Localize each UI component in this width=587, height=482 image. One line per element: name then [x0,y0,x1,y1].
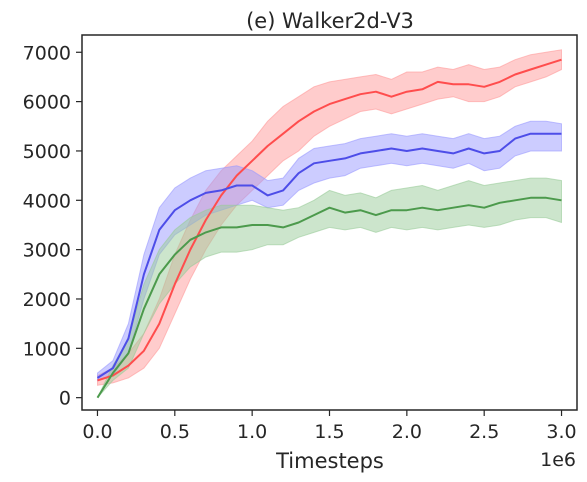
y-tick-label: 3000 [23,240,71,262]
x-tick-label: 0.5 [160,421,190,443]
y-axis-ticks: 0 1000 2000 3000 4000 5000 6000 7000 [23,42,82,410]
x-tick-label: 1.0 [237,421,267,443]
chart-title: (e) Walker2d-V3 [246,9,414,33]
y-tick-label: 1000 [23,338,71,360]
y-tick-label: 2000 [23,289,71,311]
x-tick-label: 0.0 [82,421,112,443]
series-3-line [96,196,562,399]
x-axis-offset-label: 1e6 [540,449,576,471]
confidence-bands [97,49,562,399]
series-lines [96,58,562,399]
x-tick-label: 2.5 [469,421,499,443]
y-tick-label: 5000 [23,141,71,163]
series-2-band [97,120,562,382]
y-tick-label: 7000 [23,42,71,64]
series-3-band [97,177,562,399]
series-2-line [96,132,562,379]
y-tick-label: 4000 [23,190,71,212]
x-tick-label: 3.0 [546,421,576,443]
x-tick-label: 1.5 [314,421,344,443]
y-tick-label: 0 [59,388,71,410]
series-1-line [97,58,562,382]
x-axis-label: Timesteps [275,449,384,473]
x-tick-label: 2.0 [392,421,422,443]
x-axis-ticks: 0.0 0.5 1.0 1.5 2.0 2.5 3.0 [82,410,577,443]
y-tick-label: 6000 [23,92,71,114]
